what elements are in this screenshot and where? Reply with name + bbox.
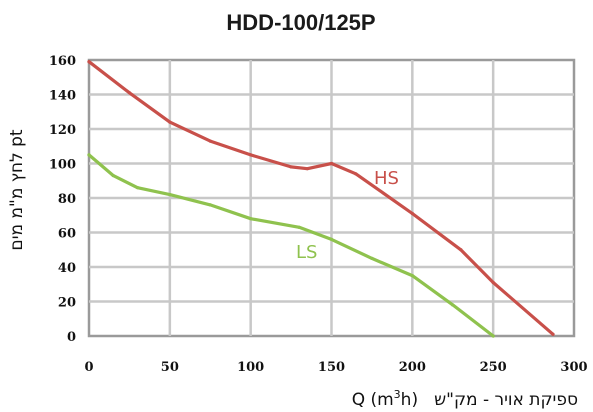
data-point-hs-3 [208,139,212,143]
x-axis-label-q: Q (m [352,390,394,410]
data-point-hs-2 [168,120,172,124]
y-tick-label-2: 40 [58,261,76,276]
data-point-hs-0 [87,60,91,64]
y-tick-label-7: 140 [49,89,76,104]
x-tick-label-5: 250 [480,360,507,375]
series-layer [87,60,555,338]
x-axis-label-q-end: h) [401,390,418,410]
data-point-hs-1 [127,91,132,95]
x-axis-label-superscript: 3 [394,388,401,401]
data-point-ls-7 [329,237,334,241]
data-point-hs-5 [289,165,293,169]
data-point-ls-6 [297,225,301,229]
y-tick-label-5: 100 [49,158,76,173]
data-point-ls-11 [491,334,495,338]
data-point-hs-11 [491,280,495,285]
data-point-hs-10 [459,248,463,252]
x-tick-label-3: 150 [318,360,345,375]
y-tick-label-1: 20 [58,296,76,311]
data-point-ls-9 [410,274,414,278]
x-tick-label-0: 0 [84,360,93,375]
data-point-hs-9 [410,211,414,216]
data-point-hs-6 [305,167,309,171]
y-tick-label-6: 120 [49,123,76,138]
series-label-hs: HS [374,168,399,189]
y-ticks: 0 20 40 60 80 100 120 140 160 [49,54,76,345]
data-point-ls-0 [87,153,91,157]
x-tick-label-4: 200 [399,360,426,375]
y-axis-label: לחץ מ"מ מים pt [7,129,27,250]
series-line-ls [87,153,495,338]
data-point-hs-12 [551,332,555,336]
x-axis-label-hebrew: ספיקת אויר - מק"ש [434,390,578,410]
y-tick-label-0: 0 [67,330,76,345]
data-point-ls-10 [451,303,455,307]
x-ticks: 0 50 100 150 200 250 300 [84,360,587,375]
data-point-ls-5 [249,217,253,221]
series-label-ls: LS [296,242,317,263]
data-point-ls-4 [208,203,212,207]
x-tick-label-6: 300 [560,360,587,375]
data-point-hs-4 [249,153,253,157]
data-point-hs-7 [329,161,334,166]
x-tick-label-2: 100 [237,360,264,375]
data-point-ls-3 [168,192,172,197]
data-point-hs-8 [354,172,358,176]
x-tick-label-1: 50 [161,360,179,375]
data-point-ls-2 [135,186,140,190]
y-tick-label-3: 60 [58,227,76,242]
data-point-ls-8 [370,256,374,260]
chart-title: HDD-100/125P [226,10,375,35]
x-axis-label: Q (m3h) ספיקת אויר - מק"ש [352,388,578,410]
y-tick-label-4: 80 [58,192,76,207]
y-tick-label-8: 160 [49,54,76,69]
data-point-ls-1 [111,173,115,178]
